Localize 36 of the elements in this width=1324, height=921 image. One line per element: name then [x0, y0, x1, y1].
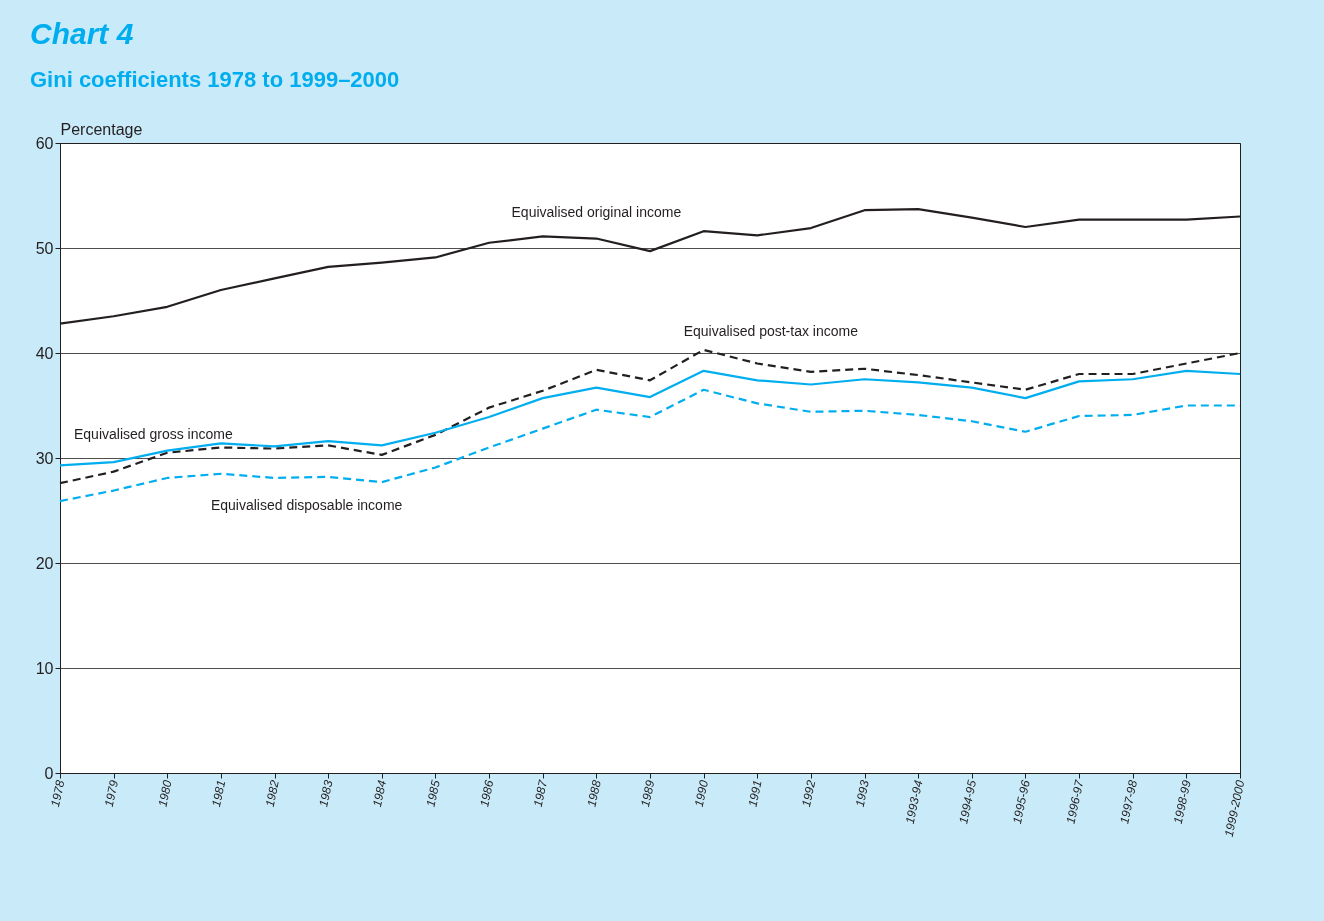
- x-tick-label: 1987: [530, 777, 551, 809]
- x-tick-label: 1996-97: [1063, 777, 1087, 826]
- x-tick-label: 1982: [262, 778, 282, 809]
- x-tick-label: 1983: [316, 778, 336, 809]
- x-tick-label: 1986: [477, 778, 497, 809]
- chart-subtitle: Gini coefficients 1978 to 1999–2000: [30, 67, 400, 92]
- x-tick-label: 1992: [799, 778, 819, 809]
- x-tick-label: 1985: [423, 778, 443, 809]
- x-tick-label: 1997-98: [1117, 778, 1141, 826]
- x-tick-label: 1995-96: [1009, 778, 1033, 826]
- series-label: Equivalised disposable income: [210, 496, 403, 513]
- y-tick-label: 40: [35, 344, 54, 362]
- y-tick-label: 60: [35, 134, 54, 152]
- x-tick-label: 1993: [852, 778, 872, 809]
- series-label: Equivalised original income: [511, 203, 682, 220]
- x-tick-label: 1993-94: [902, 778, 926, 826]
- y-axis-title: Percentage: [60, 120, 143, 138]
- x-tick-label: 1980: [155, 778, 175, 809]
- y-tick-label: 20: [35, 554, 54, 572]
- x-tick-label: 1989: [638, 778, 658, 809]
- x-tick-label: 1998-99: [1170, 778, 1194, 826]
- x-tick-label: 1984: [369, 778, 390, 809]
- x-tick-label: 1991: [745, 779, 765, 809]
- x-tick-label: 1979: [101, 778, 122, 809]
- y-tick-label: 50: [35, 239, 54, 257]
- x-tick-label: 1999-2000: [1221, 778, 1248, 839]
- y-tick-label: 10: [35, 659, 54, 677]
- y-tick-label: 30: [35, 449, 54, 467]
- x-tick-label: 1988: [584, 778, 604, 809]
- line-series: [58, 369, 1242, 467]
- x-tick-label: 1981: [209, 779, 229, 809]
- chart-title: Chart 4: [30, 17, 134, 50]
- series-label: Equivalised gross income: [74, 426, 233, 443]
- series-label: Equivalised post-tax income: [683, 322, 859, 339]
- x-tick-label: 1994-95: [956, 778, 980, 826]
- x-tick-label: 1990: [691, 778, 712, 809]
